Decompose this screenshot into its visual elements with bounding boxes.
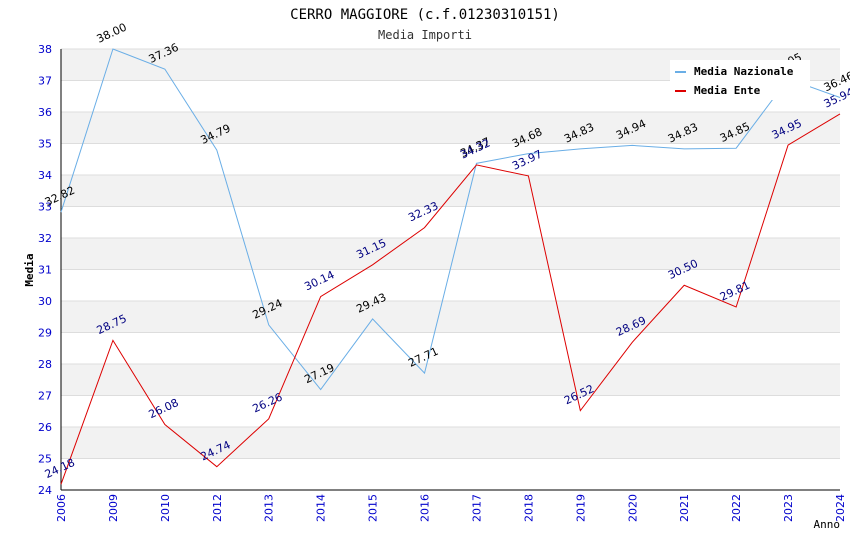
y-tick-label: 26 [38, 421, 52, 434]
axes [60, 49, 840, 491]
x-tick-label: 2013 [263, 494, 276, 522]
legend: Media Nazionale Media Ente [670, 60, 810, 100]
y-axis-ticks: 24 25 26 27 28 29 30 31 32 33 34 35 36 37 38 [38, 43, 52, 497]
x-tick-label: 2014 [315, 494, 328, 522]
x-axis-label: Anno [814, 518, 841, 531]
y-tick-label: 27 [38, 390, 52, 403]
x-tick-label: 2024 [834, 494, 847, 522]
y-tick-label: 33 [38, 201, 52, 214]
legend-label-media-ente: Media Ente [694, 84, 761, 97]
chart-title: CERRO MAGGIORE (c.f.01230310151) [290, 7, 560, 23]
x-tick-label: 2010 [159, 494, 172, 522]
plot-band [61, 175, 840, 207]
plot-background [61, 49, 840, 459]
series-line-media-ente [60, 113, 841, 485]
y-tick-label: 34 [38, 169, 52, 182]
y-tick-label: 38 [38, 43, 52, 56]
x-axis-ticks: 2006 2009 2010 2012 2013 2014 2015 2016 2017 2018… [55, 494, 847, 522]
x-tick-label: 2006 [55, 494, 68, 522]
y-tick-label: 36 [38, 106, 52, 119]
y-tick-label: 25 [38, 453, 52, 466]
y-tick-label: 28 [38, 358, 52, 371]
x-tick-label: 2021 [678, 494, 691, 522]
plot-band [61, 427, 840, 459]
y-tick-label: 29 [38, 327, 52, 340]
y-axis-label: Media [23, 253, 36, 286]
x-tick-label: 2015 [367, 494, 380, 522]
data-label: 29.81 [718, 279, 752, 304]
data-label: 26.08 [147, 396, 181, 421]
x-tick-label: 2012 [211, 494, 224, 522]
plot-band [61, 364, 840, 396]
data-label: 33.97 [510, 148, 544, 173]
y-tick-label: 30 [38, 295, 52, 308]
y-tick-label: 31 [38, 264, 52, 277]
y-tick-label: 24 [38, 484, 52, 497]
x-tick-label: 2023 [782, 494, 795, 522]
x-tick-label: 2017 [470, 494, 483, 522]
legend-box [670, 60, 810, 100]
x-tick-label: 2009 [107, 494, 120, 522]
plot-band [61, 112, 840, 144]
x-tick-label: 2022 [730, 494, 743, 522]
series-group [60, 48, 841, 485]
series-line-media-nazionale [60, 48, 841, 391]
y-tick-label: 35 [38, 138, 52, 151]
data-label: 38.00 [95, 21, 129, 46]
y-tick-label: 37 [38, 75, 52, 88]
x-tick-label: 2020 [626, 494, 639, 522]
plot-band [61, 301, 840, 333]
x-tick-label: 2018 [522, 494, 535, 522]
x-tick-label: 2019 [574, 494, 587, 522]
x-tick-label: 2016 [419, 494, 432, 522]
y-tick-label: 32 [38, 232, 52, 245]
chart-subtitle: Media Importi [378, 28, 472, 42]
legend-label-media-nazionale: Media Nazionale [694, 65, 794, 78]
plot-band [61, 238, 840, 270]
